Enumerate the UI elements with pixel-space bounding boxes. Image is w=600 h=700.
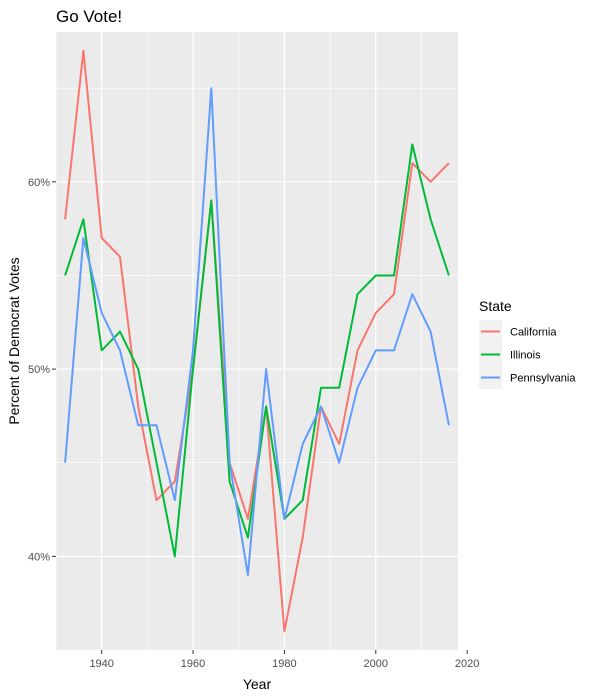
series-line-pennsylvania: [64, 87, 450, 577]
y-tick-label: 60%: [28, 177, 50, 189]
x-tick-label: 2020: [455, 658, 479, 670]
series-lines: [64, 49, 450, 633]
legend-label-pennsylvania: Pennsylvania: [510, 373, 576, 385]
x-tick-label: 2000: [364, 658, 388, 670]
plot-panel: [56, 32, 458, 650]
x-tick-label: 1940: [89, 658, 113, 670]
legend: State California Illinois Pennsylvania: [479, 298, 576, 389]
y-axis-ticks: 40% 50% 60%: [28, 177, 56, 563]
legend-label-california: California: [510, 327, 557, 339]
legend-label-illinois: Illinois: [510, 350, 541, 362]
x-axis-title: Year: [243, 676, 272, 692]
y-tick-label: 50%: [28, 364, 50, 376]
legend-title: State: [479, 298, 512, 314]
x-axis-ticks: 1940 1960 1980 2000 2020: [89, 650, 479, 670]
x-tick-label: 1960: [181, 658, 205, 670]
y-tick-label: 40%: [28, 551, 50, 563]
y-axis-title: Percent of Democrat Votes: [6, 257, 22, 424]
x-tick-label: 1980: [272, 658, 296, 670]
chart-title: Go Vote!: [56, 7, 122, 26]
